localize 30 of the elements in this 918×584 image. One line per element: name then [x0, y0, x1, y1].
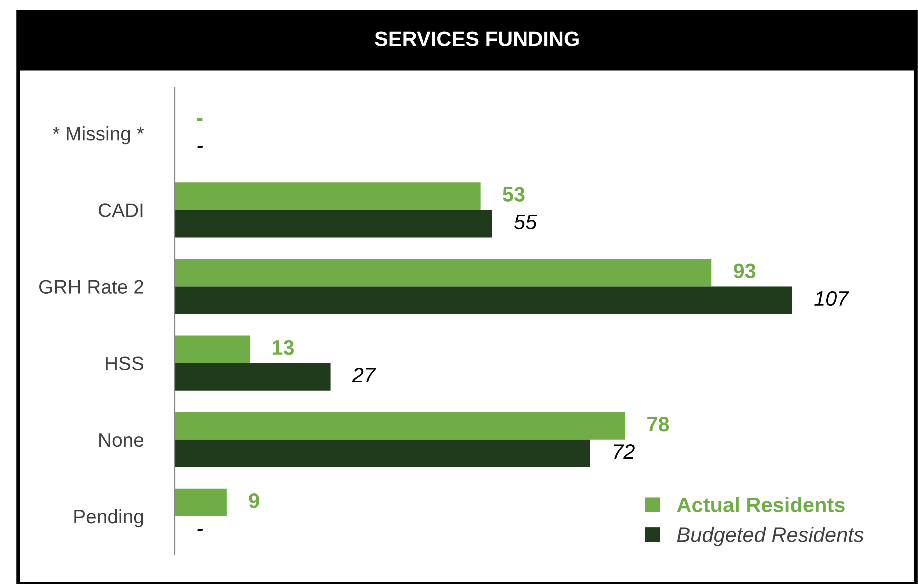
bar — [175, 440, 590, 468]
bar — [175, 259, 712, 287]
bar — [175, 182, 481, 210]
y-tick-label: * Missing * — [52, 126, 144, 145]
y-tick-label: GRH Rate 2 — [40, 280, 144, 294]
y-tick-label: Pending — [74, 509, 144, 528]
data-label: 55 — [514, 214, 538, 230]
data-label: 27 — [352, 368, 376, 382]
bar — [175, 363, 331, 391]
bar — [175, 488, 227, 517]
legend-label: Actual Residents — [677, 497, 845, 513]
text: - — [197, 118, 203, 121]
legend-label: Budgeted Residents — [677, 527, 864, 546]
bar — [175, 286, 792, 314]
y-tick-label: None — [100, 434, 144, 448]
bar — [175, 210, 492, 238]
data-label: 13 — [272, 340, 294, 356]
bar — [175, 336, 250, 364]
data-label: 9 — [249, 494, 260, 508]
data-label: 93 — [734, 264, 756, 279]
text: - — [198, 146, 204, 148]
text: - — [198, 529, 204, 531]
data-label: 53 — [503, 187, 525, 202]
bar — [175, 412, 626, 440]
y-tick-label: CADI — [98, 204, 143, 218]
data-label: 78 — [648, 416, 670, 432]
y-tick-label: HSS — [106, 356, 144, 371]
data-label: 72 — [614, 444, 635, 460]
data-label: 107 — [814, 291, 850, 306]
chart-title: SERVICES FUNDING — [375, 32, 579, 46]
